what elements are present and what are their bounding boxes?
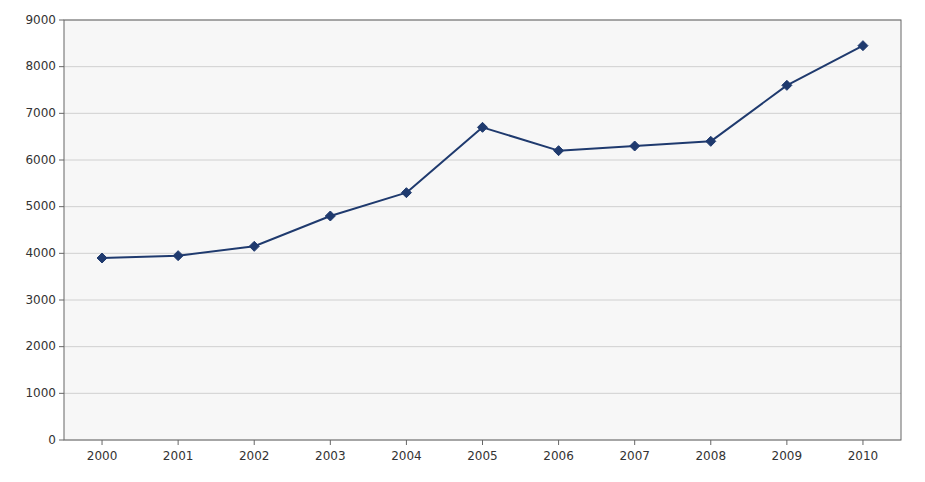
- marker: [249, 241, 259, 251]
- tick-mark: [59, 393, 64, 394]
- tick-label: 2005: [467, 449, 498, 463]
- marker: [478, 122, 488, 132]
- tick-mark: [59, 206, 64, 207]
- marker: [706, 136, 716, 146]
- tick-mark: [406, 440, 407, 445]
- tick-label: 5000: [25, 199, 56, 213]
- tick-mark: [330, 440, 331, 445]
- grid-line: [64, 160, 901, 161]
- tick-mark: [59, 346, 64, 347]
- tick-label: 8000: [25, 59, 56, 73]
- tick-label: 2001: [163, 449, 194, 463]
- tick-label: 2008: [695, 449, 726, 463]
- series: [97, 41, 868, 263]
- grid-line: [64, 113, 901, 114]
- tick-mark: [178, 440, 179, 445]
- tick-mark: [558, 440, 559, 445]
- plot-frame: [64, 20, 901, 440]
- x-axis: 2000 2001 2002 2003 2004 2005 2006 2007 2008 2009…: [87, 440, 878, 463]
- tick-label: 2004: [391, 449, 422, 463]
- tick-label: 1000: [25, 386, 56, 400]
- tick-label: 4000: [25, 246, 56, 260]
- tick-mark: [254, 440, 255, 445]
- chart-svg: 0 1000 2000 3000 4000 5000 6000 7000 8000 9000 200…: [0, 0, 925, 482]
- tick-mark: [59, 440, 64, 441]
- marker: [401, 188, 411, 198]
- tick-label: 0: [48, 433, 56, 447]
- grid-line: [64, 393, 901, 394]
- grid-line: [64, 346, 901, 347]
- tick-mark: [710, 440, 711, 445]
- marker: [325, 211, 335, 221]
- tick-label: 2000: [25, 339, 56, 353]
- tick-mark: [634, 440, 635, 445]
- tick-mark: [59, 66, 64, 67]
- marker: [782, 80, 792, 90]
- tick-label: 6000: [25, 153, 56, 167]
- tick-mark: [59, 300, 64, 301]
- tick-label: 2010: [848, 449, 879, 463]
- grid-line: [64, 300, 901, 301]
- tick-label: 2000: [87, 449, 118, 463]
- line: [102, 46, 863, 258]
- marker: [97, 253, 107, 263]
- tick-label: 2003: [315, 449, 346, 463]
- tick-label: 7000: [25, 106, 56, 120]
- tick-mark: [59, 160, 64, 161]
- chart-container: 0 1000 2000 3000 4000 5000 6000 7000 8000 9000 200…: [0, 0, 925, 482]
- tick-label: 3000: [25, 293, 56, 307]
- grid-line: [64, 66, 901, 67]
- grid-line: [64, 206, 901, 207]
- marker: [858, 41, 868, 51]
- tick-mark: [482, 440, 483, 445]
- marker: [554, 146, 564, 156]
- tick-mark: [59, 113, 64, 114]
- marker: [173, 251, 183, 261]
- tick-mark: [862, 440, 863, 445]
- plot-background: [64, 20, 901, 440]
- tick-mark: [59, 253, 64, 254]
- marker: [630, 141, 640, 151]
- tick-label: 2006: [543, 449, 574, 463]
- tick-mark: [102, 440, 103, 445]
- tick-mark: [59, 20, 64, 21]
- tick-label: 2009: [772, 449, 803, 463]
- tick-label: 2002: [239, 449, 270, 463]
- tick-label: 2007: [619, 449, 650, 463]
- tick-mark: [786, 440, 787, 445]
- y-axis: 0 1000 2000 3000 4000 5000 6000 7000 8000 9000: [25, 13, 901, 447]
- tick-label: 9000: [25, 13, 56, 27]
